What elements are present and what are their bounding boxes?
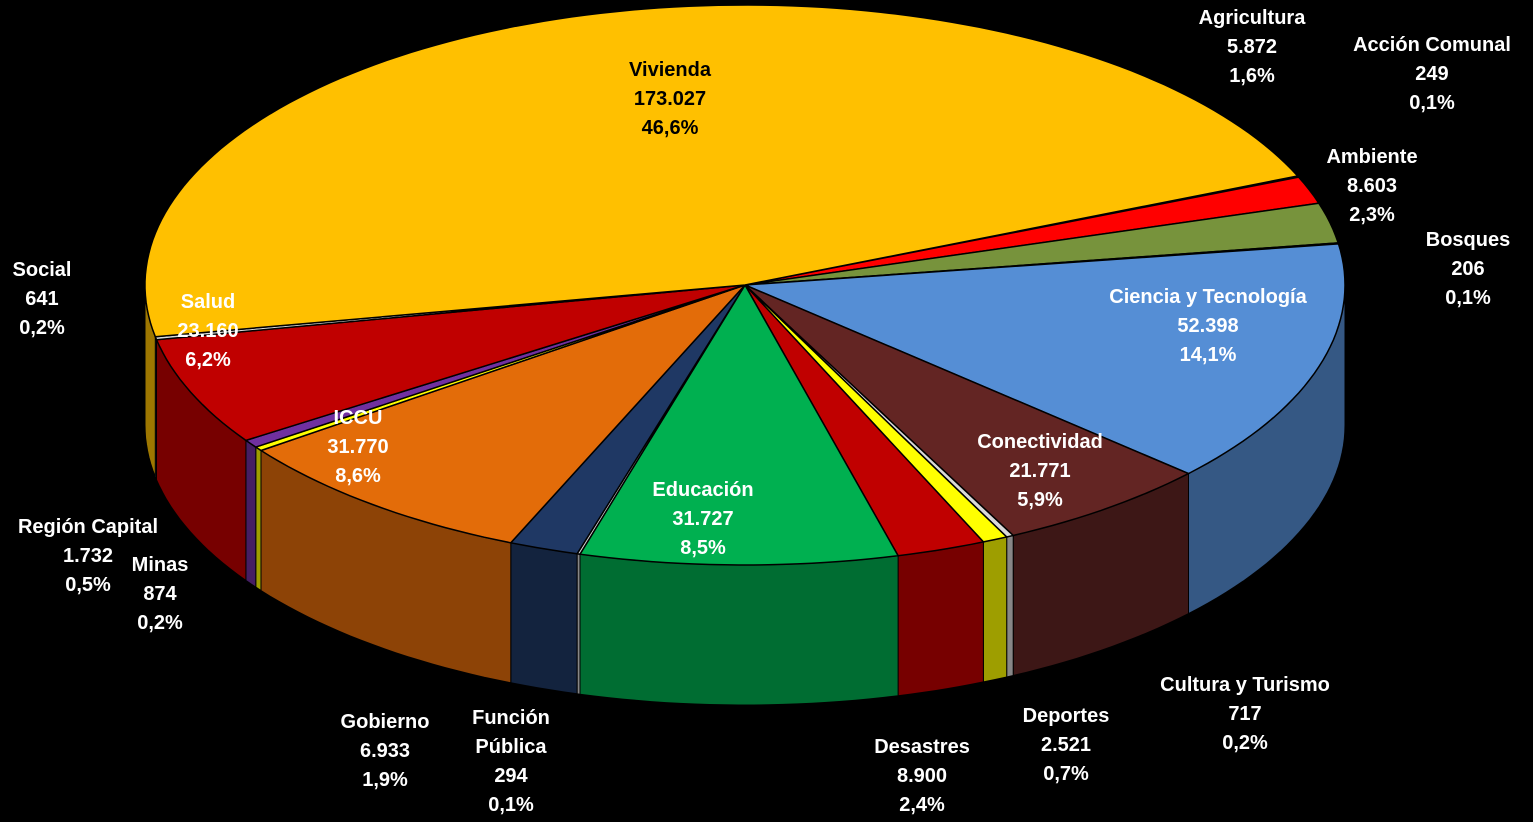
slice-side <box>510 542 578 695</box>
label-percent: 1,9% <box>362 769 408 791</box>
label-percent: 2,3% <box>1349 204 1395 226</box>
label-value: 23.160 <box>177 320 239 342</box>
label-percent: 0,2% <box>19 317 65 339</box>
slice-side <box>982 536 1008 683</box>
label-name: Agricultura <box>1198 7 1306 29</box>
data-label: Conectividad 21.771 5,9% <box>977 428 1103 515</box>
label-value: 294 <box>494 765 528 787</box>
label-value: 2.521 <box>1040 734 1092 756</box>
label-value: 206 <box>1451 258 1485 280</box>
data-label: Minas 874 0,2% <box>132 551 189 638</box>
label-name: Cultura y Turismo <box>1160 674 1330 696</box>
label-percent: 1,6% <box>1229 65 1275 87</box>
data-label: Ciencia y Tecnología 52.398 14,1% <box>1109 283 1306 370</box>
label-percent: 0,1% <box>1445 287 1491 309</box>
label-name: Conectividad <box>977 431 1103 453</box>
data-label: ICCU 31.770 8,6% <box>327 404 388 491</box>
data-label: Social 641 0,2% <box>13 256 72 343</box>
label-name: Ciencia y Tecnología <box>1109 286 1307 308</box>
slice <box>744 202 1340 286</box>
label-value: 5.872 <box>1226 36 1278 58</box>
label-name: Acción Comunal <box>1353 34 1511 56</box>
label-value: 717 <box>1228 703 1262 725</box>
label-value: 1.732 <box>62 545 114 567</box>
label-name: Minas <box>131 554 189 576</box>
label-value: 21.771 <box>1009 460 1071 482</box>
slice <box>155 284 746 442</box>
label-percent: 5,9% <box>1017 489 1063 511</box>
label-percent: 0,2% <box>137 612 183 634</box>
slice <box>578 283 900 566</box>
data-label: Región Capital 1.732 0,5% <box>18 513 158 600</box>
data-label: Deportes 2.521 0,7% <box>1023 702 1110 789</box>
label-percent: 0,1% <box>488 794 534 816</box>
slice-side <box>897 541 984 697</box>
slice <box>259 284 746 544</box>
label-percent: 46,6% <box>641 117 699 139</box>
data-label: Vivienda 173.027 46,6% <box>629 56 711 143</box>
data-label: Agricultura 5.872 1,6% <box>1199 4 1306 91</box>
label-name: Social <box>12 259 72 281</box>
label-name: Educación <box>652 479 754 501</box>
data-label: Bosques 206 0,1% <box>1426 226 1510 313</box>
label-name: Región Capital <box>17 516 159 538</box>
label-percent: 8,6% <box>335 465 381 487</box>
data-label: Desastres 8.900 2,4% <box>874 733 970 820</box>
label-value: 6.933 <box>359 740 411 762</box>
slice-side <box>245 439 257 589</box>
slice <box>144 4 1300 338</box>
data-label: Salud 23.160 6,2% <box>177 288 238 375</box>
label-value: 874 <box>143 583 177 605</box>
slice <box>744 243 1346 475</box>
data-label: Ambiente 8.603 2,3% <box>1326 143 1417 230</box>
label-value: 31.727 <box>672 508 734 530</box>
label-name: Ambiente <box>1326 146 1418 168</box>
label-percent: 0,7% <box>1043 763 1089 785</box>
slice-side <box>579 553 899 706</box>
data-label: Acción Comunal 249 0,1% <box>1353 31 1511 118</box>
label-value: 31.770 <box>327 436 389 458</box>
data-label: Cultura y Turismo 717 0,2% <box>1160 671 1330 758</box>
label-value: 173.027 <box>633 88 707 110</box>
label-name: Gobierno <box>340 711 430 733</box>
label-name: Función Pública <box>472 707 550 758</box>
slice <box>509 284 746 555</box>
label-percent: 8,5% <box>680 537 726 559</box>
label-percent: 6,2% <box>185 349 231 371</box>
label-name: Vivienda <box>629 59 711 81</box>
label-value: 641 <box>25 288 59 310</box>
slice-side <box>255 446 262 592</box>
label-name: ICCU <box>333 407 383 429</box>
slice <box>744 284 1191 537</box>
label-percent: 0,1% <box>1409 92 1455 114</box>
label-name: Bosques <box>1425 229 1511 251</box>
label-value: 249 <box>1415 63 1449 85</box>
label-percent: 0,2% <box>1222 732 1268 754</box>
data-label: Gobierno 6.933 1,9% <box>341 708 430 795</box>
label-percent: 2,4% <box>899 794 945 816</box>
data-label: Función Pública 294 0,1% <box>461 704 561 820</box>
label-value: 8.900 <box>896 765 948 787</box>
label-percent: 0,5% <box>65 574 111 596</box>
data-label: Educación 31.727 8,5% <box>652 476 753 563</box>
slice-side <box>1006 534 1014 678</box>
label-name: Deportes <box>1022 705 1110 727</box>
label-percent: 14,1% <box>1179 344 1237 366</box>
label-value: 8.603 <box>1346 175 1398 197</box>
label-name: Desastres <box>874 736 970 758</box>
label-value: 52.398 <box>1177 315 1239 337</box>
label-name: Salud <box>180 291 236 313</box>
slice <box>744 284 985 557</box>
